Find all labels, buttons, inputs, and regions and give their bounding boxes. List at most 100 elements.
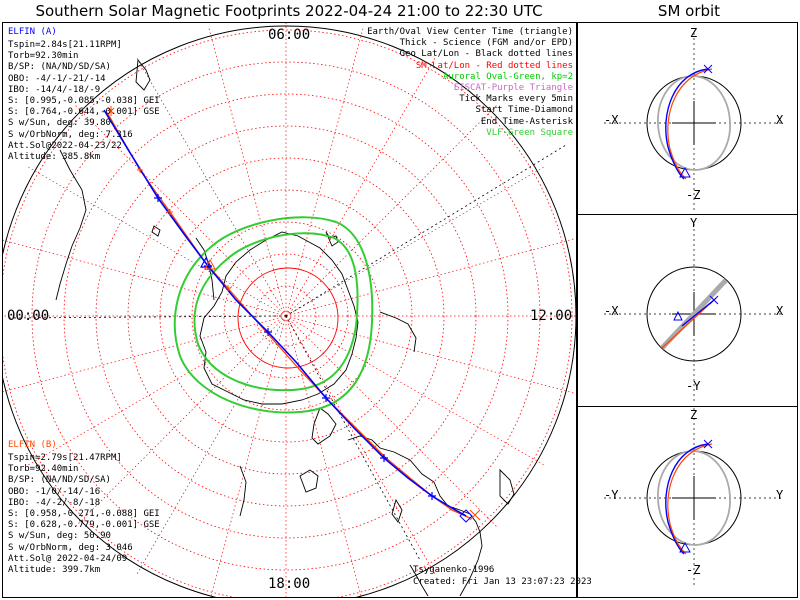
created-label: Created: Fri Jan 13 23:07:23 2023 [413, 577, 592, 587]
geo-lon-line [285, 315, 421, 561]
orbit-track-a [665, 443, 709, 555]
coastline [199, 231, 359, 405]
tick-mark-a [264, 328, 272, 336]
elfin-b-name: ELFIN (B) [8, 440, 57, 450]
tick-mark-b [225, 285, 231, 291]
sm-lon-line [285, 315, 362, 597]
orbit-track-b [667, 68, 713, 180]
coastline [135, 58, 151, 91]
sm-lat-circle [191, 221, 381, 411]
orbit-triangle [679, 541, 691, 553]
orbit-track-a [681, 299, 715, 327]
elfin-a-line: S w/Sun, deg: 39.80 [8, 118, 111, 129]
orbit-label-bottom: -Z [686, 188, 701, 202]
elfin-b-line: Tspin=2.79s[21.47RPM] [8, 453, 122, 463]
elfin-a-line: Att.Sol@2022-04-23/22 [8, 140, 122, 151]
track-elfin-a [103, 109, 467, 517]
track-elfin-b [107, 113, 471, 519]
sm-lon-line [285, 165, 546, 317]
orbit-label-bottom: -Z [686, 563, 701, 577]
orbit-ellipse [657, 450, 731, 546]
end-asterisk-b [469, 509, 481, 521]
orbit-label-top: Z [690, 408, 698, 422]
orbit-label-top: Y [690, 216, 698, 230]
sm-lat-circle [255, 285, 317, 347]
orbit-asterisk [709, 295, 719, 305]
orbit-label-right: X [776, 304, 784, 318]
orbit-label-left: -Y [604, 488, 619, 502]
sm-lon-line [208, 26, 287, 317]
tick-mark-a [380, 454, 388, 462]
sm-pole-circle [237, 267, 339, 369]
coastline [55, 149, 87, 301]
elfin-a-line: S: [0.995,-0.085,-0.038] GEI [8, 96, 160, 107]
model-label: Tsyganenko-1996 [413, 565, 495, 575]
sm-lat-circle [3, 29, 573, 597]
orbit-asterisk [703, 439, 713, 449]
orbit-title: SM orbit [657, 2, 721, 20]
tick-mark-a [322, 394, 330, 402]
tick-mark-b [137, 167, 143, 173]
orbit-label-bottom: -Y [686, 379, 701, 393]
coastline [391, 498, 403, 523]
legend-entry: Auroral Oval-Green, kp=2 [442, 71, 573, 82]
elfin-a-line: S w/OrbNorm, deg: 7.316 [8, 129, 133, 140]
earth-circle [646, 266, 742, 362]
coastline [409, 564, 429, 597]
sm-lon-line [285, 315, 576, 394]
sm-lat-circle [223, 253, 349, 379]
start-diamond [459, 509, 473, 523]
elfin-b-line: Altitude: 399.7km [8, 565, 101, 576]
sm-lon-line [26, 165, 287, 317]
elfin-a-line: Torb=92.30min [8, 51, 79, 62]
sm-lon-line [285, 26, 364, 317]
geo-lon-line [285, 144, 567, 317]
orbit-triangle [679, 166, 691, 178]
geo-lon-line [7, 315, 287, 319]
orbit-ellipse [657, 75, 731, 171]
elfin-a-line: IBO: -14/4/-18/-9 [8, 84, 101, 95]
orbit-label-right: X [776, 113, 784, 127]
mlt-label-left: 00:00 [7, 308, 50, 324]
page-title: Southern Solar Magnetic Footprints 2022-… [35, 2, 543, 20]
coastline [151, 225, 161, 237]
orbit-asterisk [703, 64, 713, 74]
elfin-b-line: S w/Sun, deg: 50.90 [8, 531, 111, 542]
auroral-oval-outer [173, 216, 374, 414]
end-asterisk [107, 106, 115, 116]
sm-lon-line [285, 238, 576, 317]
legend-entry: Thick - Science (FGM and/or EPD) [399, 38, 573, 49]
legend-entry: Geo Lat/Lon - Black dotted lines [399, 49, 573, 60]
legend-entry: EISCAT-Purple Triangle [453, 83, 573, 94]
coastline [299, 469, 319, 493]
coastline [347, 435, 483, 597]
coastline [499, 468, 515, 505]
elfin-b-line: S w/OrbNorm, deg: 3.046 [8, 542, 133, 553]
legend-entry: SM Lat/Lon - Red dotted lines [415, 60, 573, 71]
center-time-triangle-b [204, 258, 216, 270]
elfin-b-line: Torb=92.40min [8, 464, 79, 475]
elfin-b-line: S: [0.958,-0.271,-0.088] GEI [8, 509, 160, 520]
sm-lon-line [210, 315, 287, 597]
mlt-label-top: 06:00 [268, 27, 311, 43]
orbit-track-b [667, 443, 713, 555]
orbit-label-left: -X [604, 304, 619, 318]
orbit-label-right: Y [776, 488, 784, 502]
orbit-label-left: -X [604, 113, 619, 127]
orbit-label-top: Z [690, 26, 698, 40]
sm-lon-line [285, 315, 437, 576]
elfin-b-line: OBO: -1/0/-14/-16 [8, 486, 101, 497]
legend-entry: VLF-Green Square [486, 127, 573, 138]
map-layer [3, 23, 576, 597]
elfin-a-name: ELFIN (A) [8, 27, 57, 37]
auroral-oval-inner [193, 232, 359, 392]
sm-lon-line [26, 315, 287, 467]
orbit-ellipse [660, 278, 728, 350]
map-outer-circle [3, 25, 576, 597]
sm-lat-circle [95, 125, 477, 507]
map-frame [2, 22, 577, 598]
mlt-label-bottom: 18:00 [268, 576, 311, 592]
legend-entry: Tick Marks every 5min [459, 94, 573, 105]
elfin-b-line: Att.Sol@ 2022-04-24/09 [8, 553, 128, 564]
